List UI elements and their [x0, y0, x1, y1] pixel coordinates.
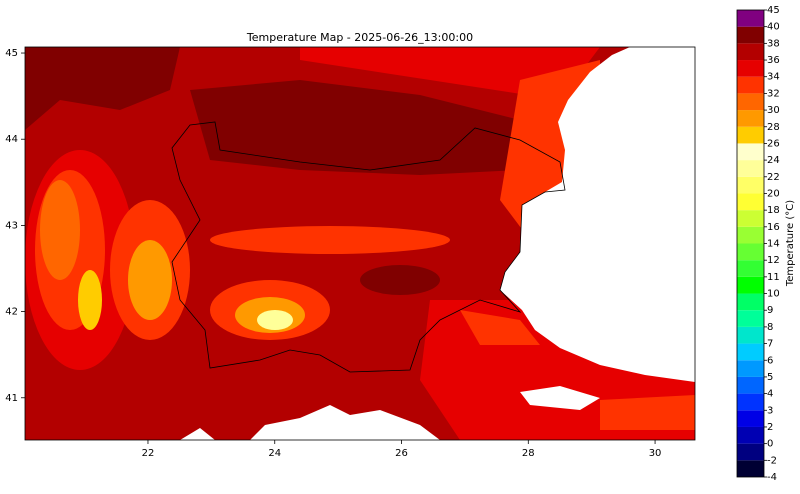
colorbar-tick-label: 12 — [767, 255, 780, 266]
colorbar-tick-label: 28 — [767, 122, 780, 133]
y-tick-label: 41 — [5, 393, 18, 404]
colorbar-tick-label: 3 — [767, 405, 773, 416]
colorbar-segment — [737, 260, 764, 277]
colorbar-tick-label: 16 — [767, 222, 780, 233]
colorbar-tick-label: 26 — [767, 138, 780, 149]
colorbar-tick-label: 24 — [767, 155, 780, 166]
y-tick-label: 45 — [5, 48, 18, 59]
colorbar-segment — [737, 193, 764, 211]
colorbar-tick-label: 32 — [767, 88, 780, 99]
colorbar-segment — [737, 410, 764, 427]
colorbar-segment — [737, 60, 764, 77]
colorbar-label: Temperature (°C) — [785, 200, 796, 287]
x-tick-label: 26 — [395, 448, 408, 459]
colorbar-segment — [737, 176, 764, 194]
colorbar-tick-label: 11 — [767, 272, 780, 283]
colorbar-tick-label: 38 — [767, 38, 780, 49]
y-tick-label: 42 — [5, 307, 18, 318]
colorbar-tick-label: 14 — [767, 239, 780, 250]
colorbar-segment — [737, 160, 764, 177]
colorbar-tick-label: 22 — [767, 172, 780, 183]
colorbar-segment — [737, 460, 764, 477]
colorbar-segment — [737, 310, 764, 327]
colorbar-tick-label: 7 — [767, 339, 773, 350]
x-tick-label: 30 — [649, 448, 662, 459]
y-tick-label: 43 — [5, 220, 18, 231]
temperature-field — [25, 47, 695, 440]
colorbar-segment — [737, 93, 764, 111]
colorbar-tick-label: 20 — [767, 188, 780, 199]
colorbar-frame — [736, 9, 765, 478]
colorbar-tick-label: -2 — [767, 455, 777, 466]
colorbar-tick-label: 5 — [767, 372, 773, 383]
y-tick-label: 44 — [5, 134, 18, 145]
x-tick-label: 24 — [268, 448, 281, 459]
x-tick-label: 28 — [522, 448, 535, 459]
colorbar-segment — [737, 76, 764, 94]
colorbar-tick-label: 10 — [767, 289, 780, 300]
colorbar-tick-label: 2 — [767, 422, 773, 433]
colorbar-tick-label: 6 — [767, 355, 773, 366]
x-tick-label: 22 — [142, 448, 155, 459]
colorbar-segment — [737, 43, 764, 61]
colorbar-tick-label: 8 — [767, 322, 773, 333]
colorbar-tick-label: 34 — [767, 72, 780, 83]
colorbar-segment — [737, 10, 764, 27]
colorbar-tick-label: -4 — [767, 472, 777, 483]
plot-frame — [24, 46, 696, 441]
colorbar-segment — [737, 443, 764, 461]
colorbar-segment — [737, 110, 764, 127]
colorbar-tick-label: 36 — [767, 55, 780, 66]
colorbar-segment — [737, 26, 764, 44]
colorbar-tick-label: 30 — [767, 105, 780, 116]
colorbar-segment — [737, 126, 764, 144]
colorbar-segment — [737, 343, 764, 361]
colorbar-tick-label: 18 — [767, 205, 780, 216]
colorbar-segment — [737, 360, 764, 377]
colorbar-tick-label: 9 — [767, 305, 773, 316]
colorbar-segment — [737, 210, 764, 227]
colorbar-segment — [737, 226, 764, 244]
map-title: Temperature Map - 2025-06-26_13:00:00 — [246, 31, 473, 44]
colorbar-tick-label: 4 — [767, 389, 773, 400]
colorbar-segment — [737, 243, 764, 261]
colorbar-segment — [737, 276, 764, 294]
colorbar-segment — [737, 426, 764, 444]
colorbar-segment — [737, 326, 764, 344]
colorbar-segment — [737, 393, 764, 411]
colorbar-tick-label: 40 — [767, 22, 780, 33]
colorbar-tick-label: 0 — [767, 439, 773, 450]
colorbar-segment — [737, 143, 764, 161]
colorbar-segment — [737, 376, 764, 394]
colorbar-tick-label: 45 — [767, 5, 780, 16]
colorbar-segment — [737, 293, 764, 311]
